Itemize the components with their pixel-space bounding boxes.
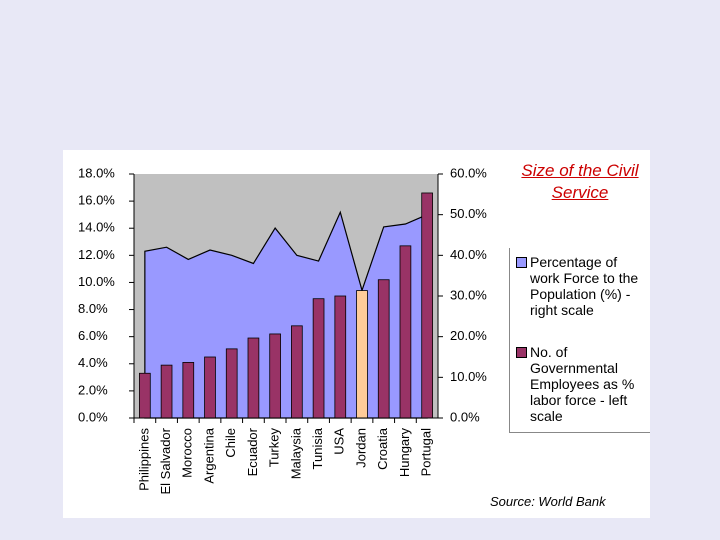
x-tick-label: Ecuador xyxy=(245,427,260,476)
y-tick-label: 16.0% xyxy=(78,193,115,208)
x-tick-label: USA xyxy=(332,428,347,455)
y2-tick-label: 20.0% xyxy=(450,328,487,343)
bar xyxy=(204,356,216,419)
bar xyxy=(291,325,303,419)
legend-label: Percentage of work Force to the Populati… xyxy=(530,254,639,318)
x-tick-label: El Salvador xyxy=(158,427,173,494)
y2-tick-label: 40.0% xyxy=(450,247,487,262)
y-tick-label: 0.0% xyxy=(78,409,108,424)
y-tick-label: 12.0% xyxy=(78,247,115,262)
legend-swatch xyxy=(516,347,527,358)
legend-item: Percentage of work Force to the Populati… xyxy=(516,254,650,318)
y-tick-label: 2.0% xyxy=(78,382,108,397)
bar xyxy=(269,333,281,419)
y2-tick-label: 50.0% xyxy=(450,206,487,221)
y-tick-label: 4.0% xyxy=(78,355,108,370)
legend-item: No. of Governmental Employees as % labor… xyxy=(516,344,650,424)
bar xyxy=(334,295,347,419)
y-tick-label: 8.0% xyxy=(78,301,108,316)
y-tick-label: 10.0% xyxy=(78,274,115,289)
bar xyxy=(377,279,390,419)
y-tick-label: 6.0% xyxy=(78,328,108,343)
x-tick-label: Tunisia xyxy=(310,427,325,469)
y-tick-label: 18.0% xyxy=(78,165,115,180)
source-note: Source: World Bank xyxy=(490,494,606,509)
x-tick-label: Philippines xyxy=(136,428,151,491)
chart-title: Size of the Civil Service xyxy=(521,161,639,202)
legend: Percentage of work Force to the Populati… xyxy=(509,248,650,433)
bar xyxy=(399,245,412,419)
bar xyxy=(225,348,238,419)
x-tick-label: Jordan xyxy=(353,428,368,468)
legend-label: No. of Governmental Employees as % labor… xyxy=(530,344,635,424)
x-tick-label: Turkey xyxy=(267,428,282,468)
bar xyxy=(356,290,368,419)
bar xyxy=(139,372,151,419)
bar xyxy=(312,298,325,419)
y-tick-label: 14.0% xyxy=(78,220,115,235)
y2-tick-label: 30.0% xyxy=(450,287,487,302)
y2-tick-label: 10.0% xyxy=(450,369,487,384)
bar xyxy=(182,362,195,419)
x-tick-label: Portugal xyxy=(419,428,434,477)
x-tick-label: Morocco xyxy=(180,428,195,478)
x-tick-label: Croatia xyxy=(375,427,390,470)
bar xyxy=(421,192,433,419)
y2-tick-label: 0.0% xyxy=(450,409,480,424)
x-tick-label: Argentina xyxy=(201,427,216,483)
y2-tick-label: 60.0% xyxy=(450,165,487,180)
bar xyxy=(247,337,260,419)
legend-swatch xyxy=(516,257,527,268)
bar xyxy=(160,364,173,419)
x-tick-label: Chile xyxy=(223,428,238,458)
x-tick-label: Malaysia xyxy=(288,427,303,479)
x-tick-label: Hungary xyxy=(397,428,412,478)
